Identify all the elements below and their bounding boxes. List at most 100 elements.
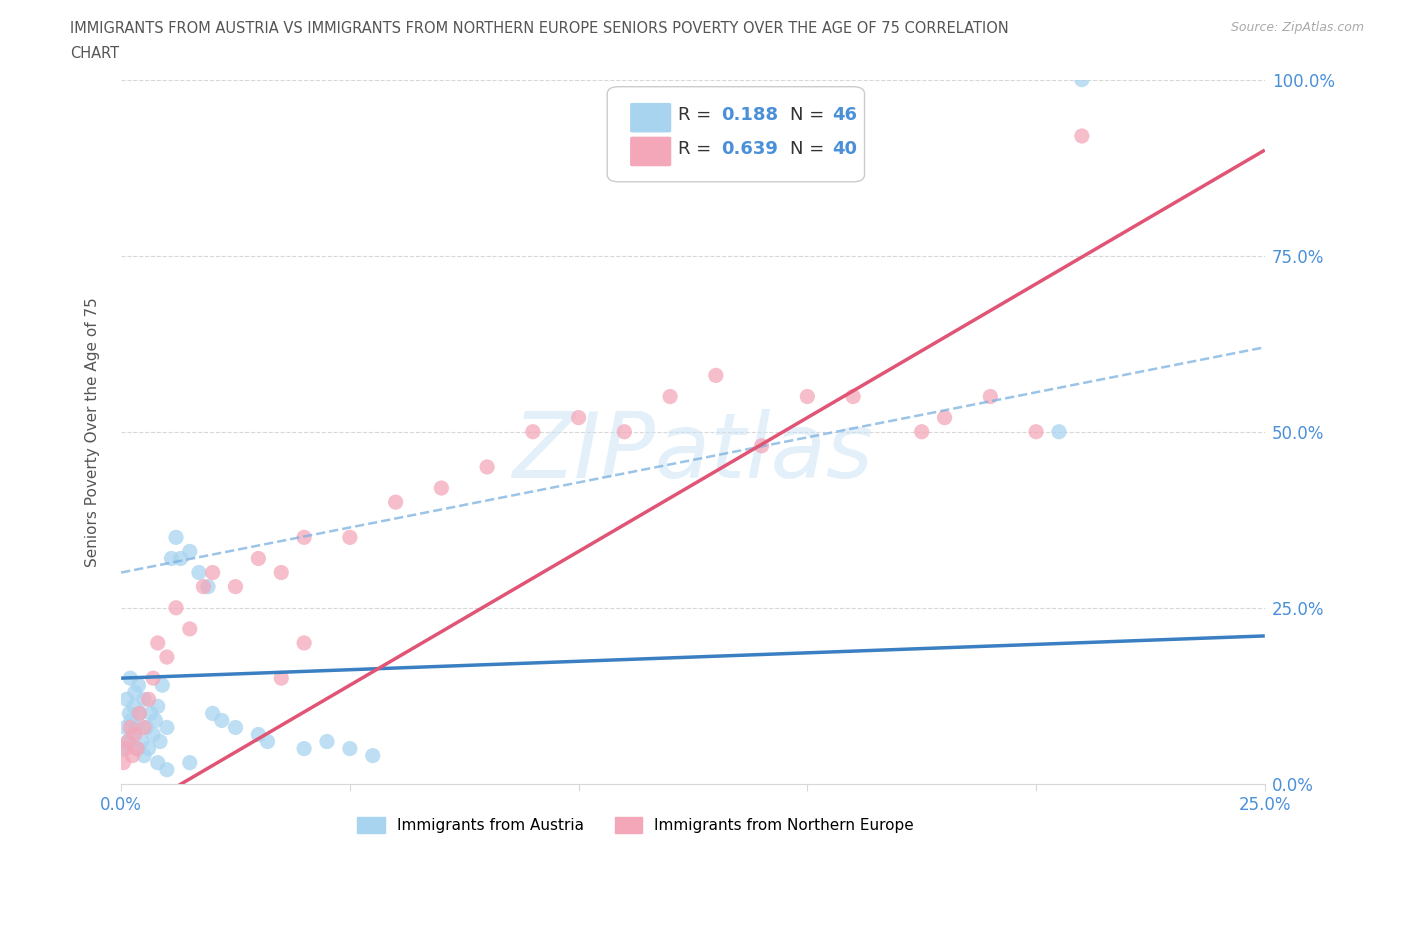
Point — [118, 706, 141, 721]
Point — [475, 459, 498, 474]
Point — [751, 438, 773, 453]
FancyBboxPatch shape — [630, 103, 671, 132]
Point — [124, 684, 146, 699]
Point — [127, 741, 149, 756]
Point — [613, 424, 636, 439]
Point — [120, 671, 142, 685]
FancyBboxPatch shape — [607, 86, 865, 181]
Point — [127, 741, 149, 756]
Point — [1025, 424, 1047, 439]
Point — [125, 720, 148, 735]
Point — [120, 713, 142, 728]
Point — [165, 530, 187, 545]
Point — [179, 621, 201, 636]
Point — [842, 389, 865, 404]
Text: Source: ZipAtlas.com: Source: ZipAtlas.com — [1230, 21, 1364, 34]
Point — [211, 713, 233, 728]
Point — [179, 755, 201, 770]
Point — [146, 699, 169, 714]
Text: 40: 40 — [832, 140, 858, 157]
Point — [115, 692, 138, 707]
Point — [128, 706, 150, 721]
Point — [224, 720, 246, 735]
Point — [122, 699, 145, 714]
Point — [384, 495, 406, 510]
Text: 0.639: 0.639 — [721, 140, 779, 157]
Point — [120, 720, 142, 735]
Point — [156, 650, 179, 665]
Point — [121, 727, 143, 742]
Point — [292, 741, 315, 756]
Point — [339, 530, 361, 545]
FancyBboxPatch shape — [630, 137, 671, 166]
Point — [247, 727, 270, 742]
Legend: Immigrants from Austria, Immigrants from Northern Europe: Immigrants from Austria, Immigrants from… — [352, 811, 921, 840]
Point — [114, 741, 136, 756]
Point — [169, 551, 191, 566]
Point — [270, 671, 292, 685]
Point — [224, 579, 246, 594]
Point — [430, 481, 453, 496]
Point — [146, 755, 169, 770]
Point — [292, 530, 315, 545]
Point — [142, 671, 165, 685]
Point — [568, 410, 591, 425]
Point — [114, 720, 136, 735]
Point — [156, 763, 179, 777]
Point — [132, 748, 155, 763]
Point — [911, 424, 934, 439]
Point — [522, 424, 544, 439]
Point — [165, 601, 187, 616]
Point — [135, 720, 157, 735]
Point — [256, 734, 278, 749]
Point — [201, 565, 224, 580]
Point — [121, 748, 143, 763]
Text: N =: N = — [790, 106, 830, 124]
Y-axis label: Seniors Poverty Over the Age of 75: Seniors Poverty Over the Age of 75 — [86, 297, 100, 566]
Text: R =: R = — [678, 106, 717, 124]
Point — [193, 579, 215, 594]
Point — [131, 734, 153, 749]
Text: 46: 46 — [832, 106, 858, 124]
Text: ZIPatlas: ZIPatlas — [513, 409, 873, 497]
Point — [117, 734, 139, 749]
Point — [187, 565, 209, 580]
Point — [150, 678, 173, 693]
Point — [1070, 128, 1092, 143]
Text: N =: N = — [790, 140, 830, 157]
Point — [138, 741, 160, 756]
Point — [146, 635, 169, 650]
Point — [979, 389, 1001, 404]
Point — [139, 706, 162, 721]
Point — [339, 741, 361, 756]
Point — [145, 713, 167, 728]
Point — [361, 748, 384, 763]
Point — [160, 551, 183, 566]
Point — [197, 579, 219, 594]
Point — [179, 544, 201, 559]
Point — [138, 692, 160, 707]
Point — [704, 368, 727, 383]
Point — [270, 565, 292, 580]
Point — [132, 720, 155, 735]
Point — [124, 727, 146, 742]
Point — [292, 635, 315, 650]
Point — [149, 734, 172, 749]
Point — [117, 734, 139, 749]
Point — [128, 678, 150, 693]
Text: R =: R = — [678, 140, 717, 157]
Point — [1070, 73, 1092, 87]
Point — [128, 706, 150, 721]
Point — [142, 727, 165, 742]
Point — [796, 389, 818, 404]
Text: IMMIGRANTS FROM AUSTRIA VS IMMIGRANTS FROM NORTHERN EUROPE SENIORS POVERTY OVER : IMMIGRANTS FROM AUSTRIA VS IMMIGRANTS FR… — [70, 21, 1010, 36]
Text: 0.188: 0.188 — [721, 106, 779, 124]
Point — [112, 741, 135, 756]
Point — [201, 706, 224, 721]
Text: CHART: CHART — [70, 46, 120, 61]
Point — [1047, 424, 1070, 439]
Point — [934, 410, 956, 425]
Point — [156, 720, 179, 735]
Point — [112, 755, 135, 770]
Point — [316, 734, 339, 749]
